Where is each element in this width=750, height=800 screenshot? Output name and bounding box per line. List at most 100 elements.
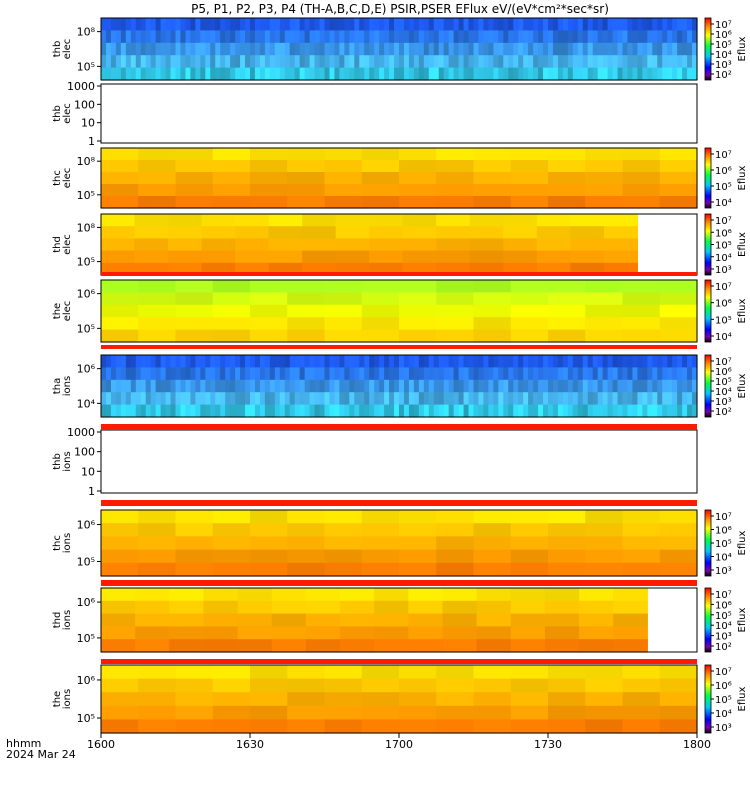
heat-cell — [384, 404, 390, 418]
heat-cell — [335, 250, 370, 264]
heat-cell — [264, 392, 271, 406]
panel-label: ions — [62, 610, 73, 630]
heat-cell — [359, 355, 365, 368]
heat-cell — [402, 250, 437, 264]
heat-cell — [436, 304, 475, 318]
heat-cell — [473, 280, 512, 293]
heat-cell — [200, 30, 206, 44]
heat-cell — [138, 549, 177, 564]
heat-cell — [369, 226, 404, 239]
heat-cell — [585, 665, 624, 680]
heat-cell — [304, 42, 311, 56]
heat-cell — [438, 30, 445, 44]
heat-cell — [659, 329, 698, 343]
heat-cell — [145, 355, 152, 368]
heat-cell — [399, 292, 437, 306]
heat-cell — [394, 355, 400, 368]
heat-cell — [237, 639, 273, 653]
heat-cell — [175, 196, 214, 209]
heat-cell — [287, 172, 326, 185]
heat-cell — [622, 55, 629, 69]
heat-cell — [135, 30, 142, 44]
heat-cell — [169, 626, 205, 640]
heat-cell — [160, 404, 167, 418]
heat-cell — [195, 55, 201, 69]
heat-cell — [662, 30, 668, 44]
heat-cell — [498, 404, 504, 418]
heat-cell — [493, 355, 499, 368]
cbar-label: Eflux — [737, 36, 748, 61]
heat-cell — [468, 30, 475, 44]
heat-cell — [361, 536, 400, 551]
heat-cell — [319, 42, 326, 56]
heat-cell — [250, 329, 288, 343]
heat-cell — [510, 719, 549, 734]
heat-cell — [180, 18, 187, 31]
heat-cell — [359, 379, 365, 393]
heat-cell — [364, 367, 370, 381]
heat-cell — [294, 379, 301, 393]
heat-cell — [259, 404, 266, 418]
heat-cell — [140, 355, 147, 368]
heat-cell — [230, 30, 236, 44]
heat-cell — [483, 355, 489, 368]
heat-cell — [212, 172, 251, 185]
heat-cell — [361, 292, 400, 306]
heat-cell — [212, 523, 251, 537]
heat-cell — [617, 392, 624, 406]
heat-cell — [319, 404, 326, 418]
heat-cell — [543, 367, 549, 381]
heat-cell — [185, 404, 191, 418]
heat-cell — [458, 18, 465, 31]
heat-cell — [212, 562, 251, 577]
heat-cell — [254, 367, 261, 381]
heat-cell — [155, 355, 162, 368]
heat-cell — [138, 317, 177, 331]
heat-cell — [428, 42, 435, 56]
cbar-label: Eflux — [737, 530, 748, 555]
heat-cell — [101, 692, 139, 707]
heat-cell — [340, 613, 375, 627]
heat-cell — [413, 18, 420, 31]
heat-cell — [453, 67, 460, 81]
heat-cell — [210, 404, 216, 418]
heat-cell — [579, 588, 614, 602]
heat-cell — [245, 392, 251, 406]
heat-cell — [170, 18, 177, 31]
heat-cell — [478, 30, 485, 44]
heat-cell — [548, 665, 586, 680]
heat-cell — [212, 160, 251, 173]
heat-cell — [299, 30, 306, 44]
heat-cell — [289, 404, 296, 418]
heat-cell — [354, 67, 360, 81]
heat-cell — [169, 588, 205, 602]
heat-cell — [279, 355, 286, 368]
heat-cell — [254, 392, 261, 406]
heat-cell — [399, 367, 405, 381]
heat-cell — [361, 329, 400, 343]
heat-cell — [200, 392, 206, 406]
heat-cell — [577, 367, 584, 381]
heat-cell — [637, 18, 643, 31]
heat-cell — [240, 392, 246, 406]
heat-cell — [607, 67, 614, 81]
heat-cell — [259, 30, 266, 44]
heat-cell — [572, 404, 579, 418]
heat-cell — [324, 719, 363, 734]
heat-cell — [642, 55, 648, 69]
heat-cell — [622, 292, 661, 306]
heat-cell — [503, 55, 509, 69]
heat-cell — [469, 250, 504, 264]
heat-cell — [160, 55, 167, 69]
heat-cell — [175, 404, 182, 418]
heat-cell — [436, 226, 471, 239]
heat-cell — [548, 55, 554, 69]
heat-cell — [170, 392, 177, 406]
heat-cell — [510, 184, 549, 197]
heat-cell — [250, 355, 256, 368]
heat-cell — [478, 379, 485, 393]
heat-cell — [538, 18, 544, 31]
heat-cell — [473, 678, 512, 693]
heat-cell — [145, 379, 152, 393]
heat-cell — [692, 18, 698, 31]
